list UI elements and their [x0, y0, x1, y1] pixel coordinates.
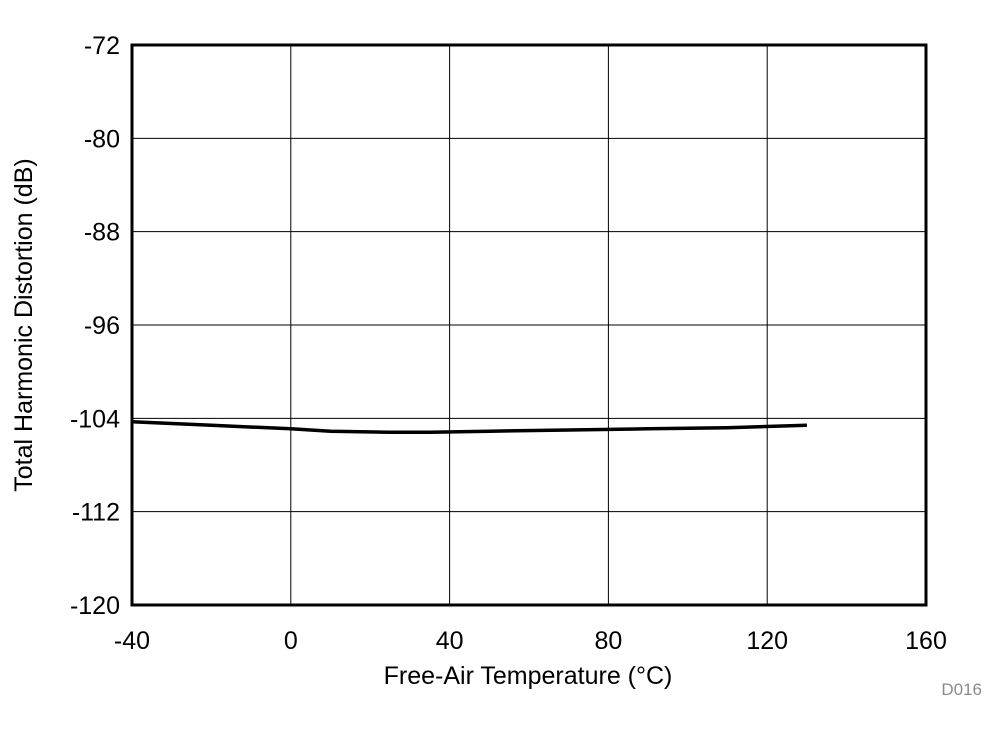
y-tick-label: -88	[84, 219, 120, 247]
y-tick-label: -112	[72, 499, 120, 527]
series-layer	[131, 420, 807, 435]
x-tick-labels: -40 0 40 80 120 160	[114, 627, 947, 655]
y-tick-label: -80	[84, 125, 120, 153]
x-tick-label: -40	[114, 627, 150, 655]
y-tick-label: -96	[84, 312, 120, 340]
x-tick-label: 0	[284, 627, 298, 655]
y-axis-title: Total Harmonic Distortion (dB)	[10, 158, 38, 491]
grid-lines	[132, 45, 926, 605]
x-tick-label: 40	[436, 627, 464, 655]
plot-frame	[130, 43, 928, 607]
x-tick-label: 120	[746, 627, 788, 655]
x-tick-label: 80	[594, 627, 622, 655]
y-tick-label: -72	[84, 32, 120, 60]
y-tick-label: -104	[70, 405, 120, 433]
x-tick-label: 160	[905, 627, 947, 655]
x-axis-title: Free-Air Temperature (°C)	[384, 662, 673, 690]
y-tick-labels: -72 -80 -88 -96 -104 -112 -120	[70, 32, 120, 620]
y-tick-label: -120	[70, 592, 120, 620]
thd-series-line	[131, 420, 807, 435]
figure-id: D016	[941, 680, 982, 699]
